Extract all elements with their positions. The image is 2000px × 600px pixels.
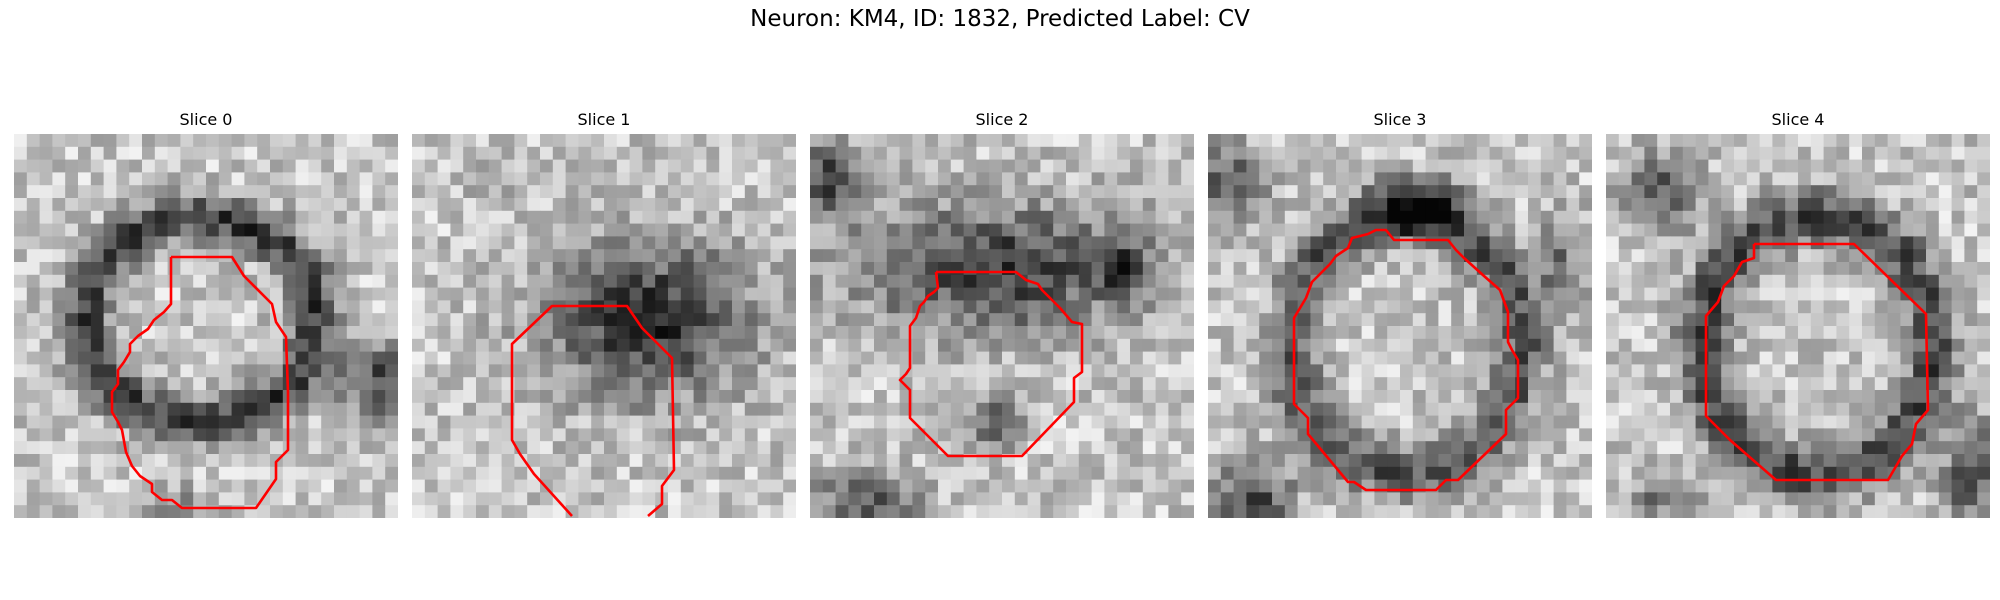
slice-title: Slice 3 — [1373, 110, 1427, 129]
em-slice-1 — [412, 134, 796, 518]
segmentation-contour — [510, 304, 676, 517]
slice-image — [412, 134, 796, 518]
pixel-grid — [1606, 134, 1990, 518]
slice-image — [810, 134, 1194, 518]
em-slice-0 — [14, 134, 398, 518]
segmentation-contour — [1704, 242, 1930, 482]
slice-panel-2: Slice 2 — [810, 0, 1194, 600]
segmentation-contour — [898, 270, 1084, 458]
em-slice-3 — [1208, 134, 1592, 518]
slice-panel-4: Slice 4 — [1606, 0, 1990, 600]
pixel-grid — [14, 134, 398, 518]
em-slice-2 — [810, 134, 1194, 518]
slice-panel-3: Slice 3 — [1208, 0, 1592, 600]
slice-title: Slice 0 — [179, 110, 233, 129]
slice-image — [1606, 134, 1990, 518]
slice-title: Slice 1 — [577, 110, 631, 129]
slice-panel-0: Slice 0 — [14, 0, 398, 600]
slice-panel-1: Slice 1 — [412, 0, 796, 600]
em-slice-4 — [1606, 134, 1990, 518]
segmentation-contour — [1292, 228, 1520, 492]
pixel-grid — [1208, 134, 1592, 518]
segmentation-contour — [110, 255, 290, 510]
slice-image — [1208, 134, 1592, 518]
slice-title: Slice 4 — [1771, 110, 1825, 129]
slice-title: Slice 2 — [975, 110, 1029, 129]
pixel-grid — [412, 134, 796, 518]
slice-image — [14, 134, 398, 518]
pixel-grid — [810, 134, 1194, 518]
figure-suptitle: Neuron: KM4, ID: 1832, Predicted Label: … — [750, 6, 1250, 32]
